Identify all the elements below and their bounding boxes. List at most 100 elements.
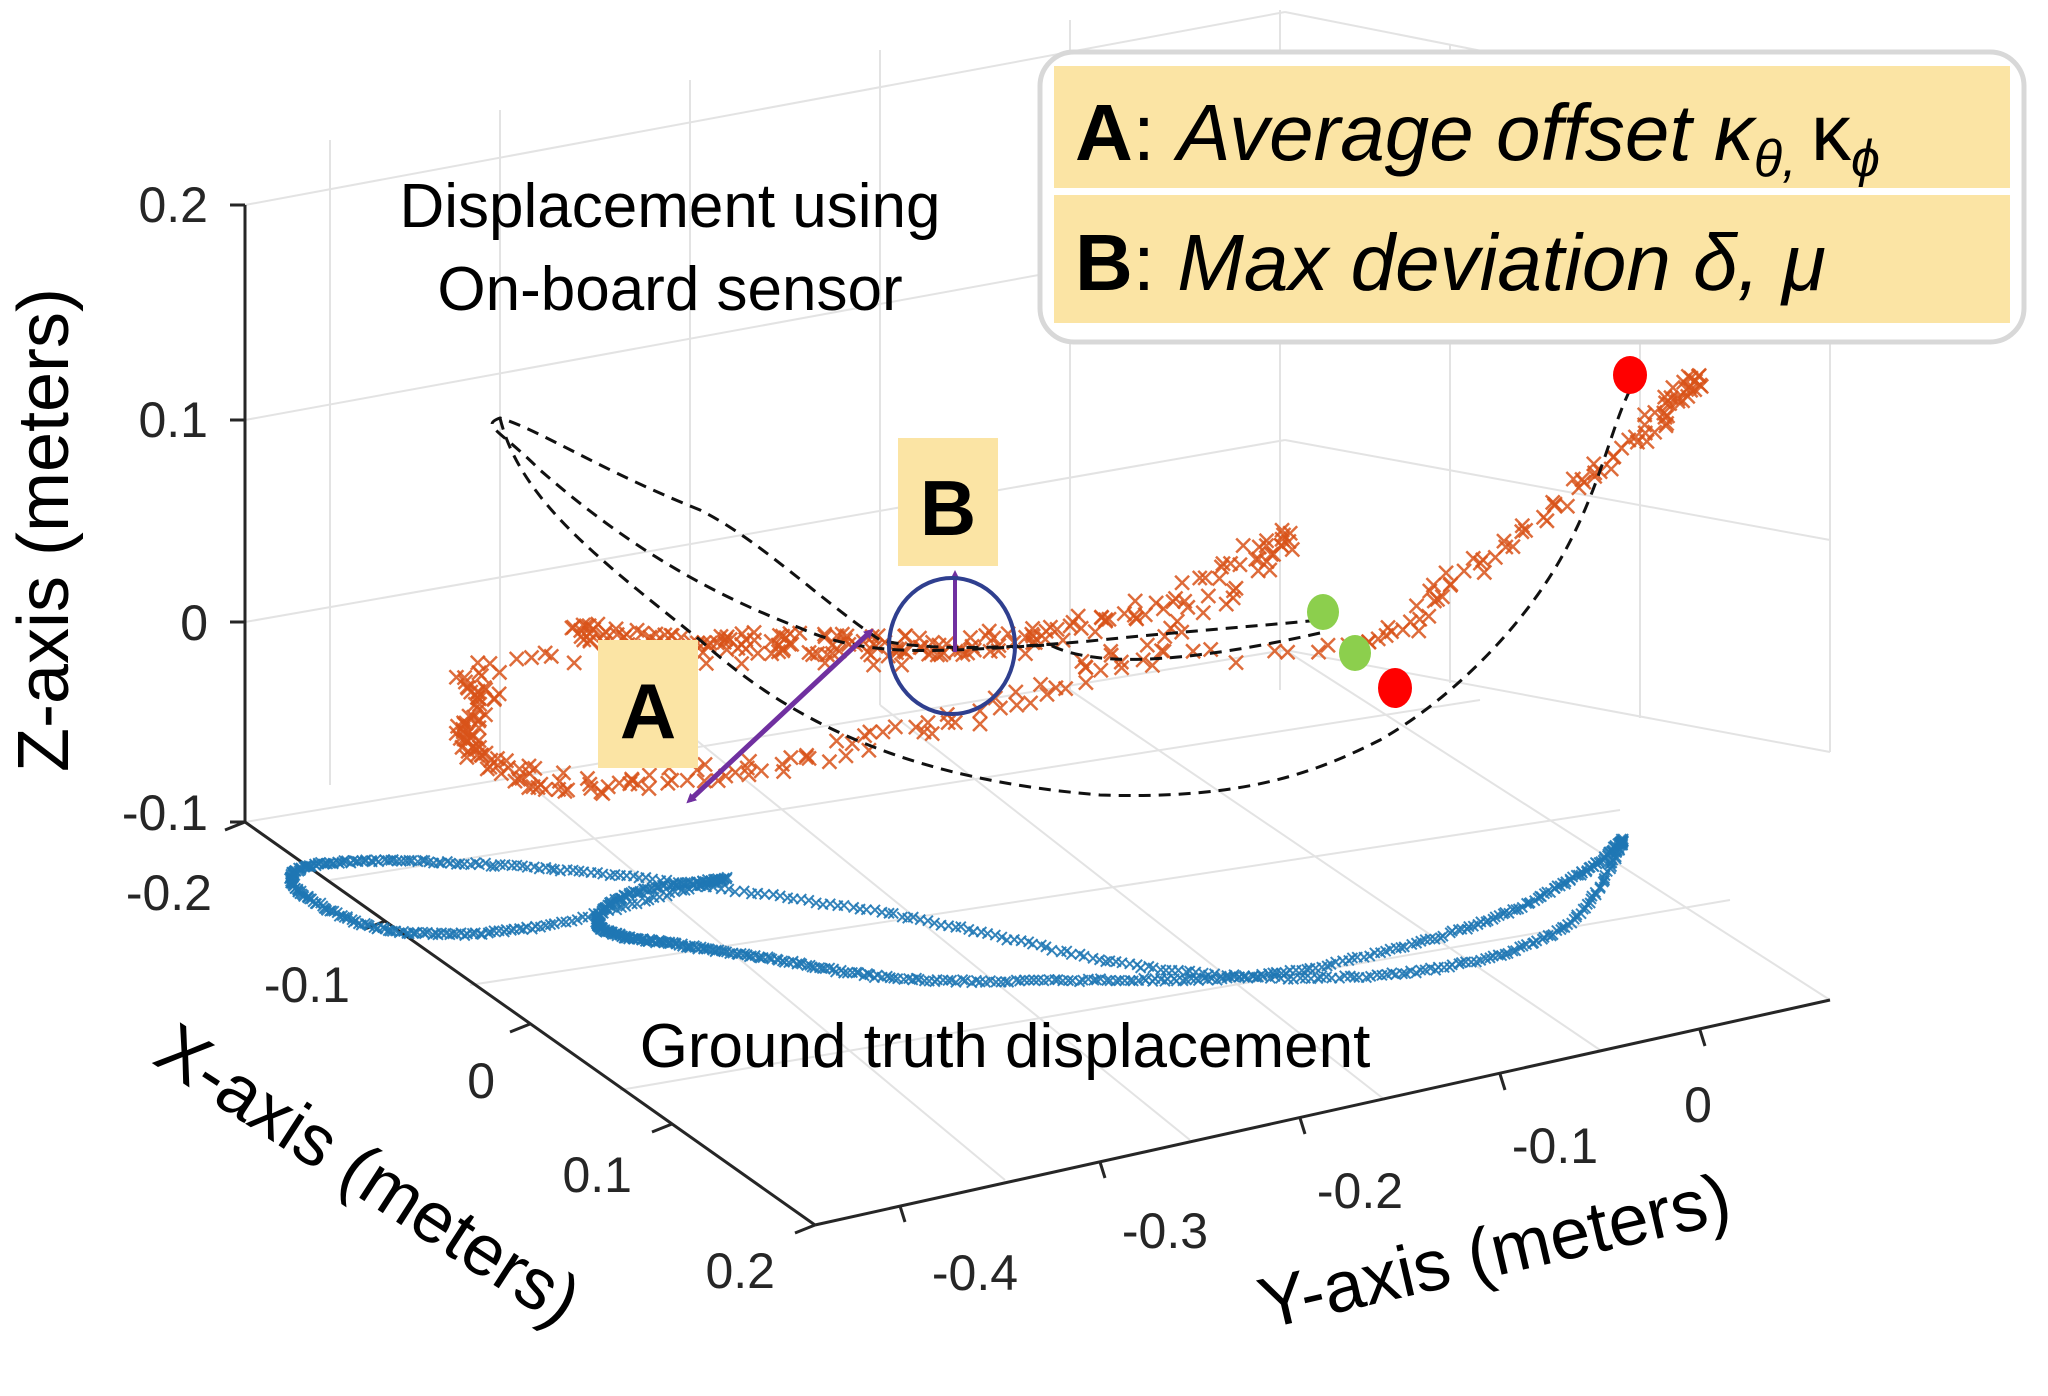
onboard-point: [465, 709, 482, 726]
ground-truth-point: [626, 898, 638, 910]
ground-truth-point: [1018, 974, 1031, 986]
ground-truth-point: [1604, 857, 1617, 870]
onboard-point: [887, 718, 904, 735]
series-layer: [283, 367, 1710, 989]
onboard-point: [1017, 645, 1034, 662]
ground-truth-point: [1597, 876, 1609, 888]
onboard-point: [469, 747, 486, 763]
end-marker-top: [1613, 356, 1647, 394]
ground-truth-point: [1400, 967, 1412, 980]
ground-truth-point: [1110, 975, 1122, 987]
ground-truth-point: [937, 974, 949, 986]
onboard-point: [523, 649, 540, 666]
tick-marks: [224, 203, 1707, 1235]
ground-truth-point: [544, 918, 557, 931]
onboard-point: [470, 701, 487, 718]
onboard-point: [1173, 624, 1190, 640]
ground-truth-point: [888, 972, 900, 984]
ground-truth-point: [505, 924, 517, 937]
onboard-point: [465, 728, 482, 744]
ground-truth-point: [1062, 974, 1075, 987]
onboard-point: [526, 760, 543, 777]
onboard-point: [1251, 539, 1268, 555]
ground-truth-point: [810, 897, 822, 909]
ground-truth-point: [1299, 972, 1312, 984]
onboard-point: [865, 657, 882, 673]
onboard-point: [1646, 424, 1663, 441]
axes-lines: [243, 205, 1831, 1227]
x-tick-label: 0.1: [562, 1147, 632, 1203]
ground-truth-point: [488, 860, 501, 873]
ground-truth-point: [1177, 975, 1189, 987]
onboard-point: [1496, 533, 1512, 549]
ground-truth-point: [876, 906, 888, 918]
onboard-point: [907, 719, 924, 735]
ground-truth-point: [999, 975, 1012, 988]
y-tick-label: -0.2: [1317, 1163, 1403, 1219]
ground-truth-point: [639, 895, 652, 907]
onboard-point: [992, 700, 1009, 716]
y-tick-label: -0.4: [932, 1245, 1018, 1301]
ground-truth-point: [592, 907, 605, 920]
z-tick-label: -0.1: [122, 785, 208, 841]
ground-truth-label: Ground truth displacement: [640, 1012, 1371, 1081]
onboard-point: [1546, 497, 1563, 514]
box-A: A: [598, 640, 698, 768]
ground-truth-point: [444, 857, 457, 869]
x-tick-label: 0.2: [705, 1243, 775, 1299]
ground-truth-point: [310, 897, 323, 910]
onboard-point: [491, 664, 508, 681]
ground-truth-point: [548, 863, 561, 876]
onboard-point: [1692, 377, 1708, 394]
onboard-point: [1144, 657, 1161, 674]
onboard-point: [1513, 523, 1530, 540]
ground-truth-point: [745, 888, 758, 900]
start-marker-onboard: [1307, 594, 1339, 630]
onboard-point: [481, 759, 498, 775]
onboard-point: [697, 756, 713, 773]
ground-truth-point: [1074, 948, 1086, 960]
onboard-point: [1007, 684, 1024, 700]
ground-truth-point: [963, 923, 975, 936]
onboard-point: [749, 645, 766, 662]
ground-truth-point: [1090, 974, 1103, 986]
x-tick-label: -0.1: [264, 957, 350, 1013]
onboard-point: [579, 770, 596, 787]
onboard-point: [1627, 429, 1644, 445]
onboard-point: [543, 648, 560, 665]
onboard-point: [1474, 551, 1491, 568]
onboard-point: [1022, 695, 1039, 711]
ground-truth-point: [588, 907, 600, 920]
onboard-point: [508, 651, 525, 667]
ground-truth-point: [935, 919, 947, 931]
ground-truth-point: [990, 976, 1002, 988]
onboard-fit-curve-2: [498, 389, 1632, 798]
onboard-point: [594, 785, 611, 802]
z-tick-label: 0.1: [138, 392, 208, 448]
x-axis-title: X-axis (meters): [142, 1008, 595, 1341]
onboard-point: [1102, 643, 1119, 660]
ground-truth-point: [488, 925, 500, 937]
ground-truth-point: [910, 972, 923, 984]
legend-B-sep: :: [1133, 218, 1177, 307]
ground-truth-point: [887, 907, 899, 920]
ground-truth-point: [1510, 903, 1522, 916]
ground-truth-point: [336, 856, 348, 868]
ground-truth-point: [1499, 906, 1511, 919]
onboard-point: [623, 771, 640, 788]
legend-B-key: B: [1075, 218, 1133, 307]
onboard-point: [611, 775, 628, 791]
legend-row-B-bg: [1054, 195, 2010, 323]
onboard-point: [856, 727, 873, 744]
legend-row-B: B: Max deviation δ, μ: [1075, 218, 1826, 307]
ground-truth-point: [1101, 974, 1113, 987]
ground-truth-point: [1509, 944, 1522, 957]
onboard-point: [1049, 621, 1065, 638]
ground-truth-point: [1459, 956, 1472, 968]
ground-truth-point: [1087, 952, 1099, 965]
ground-truth-point: [582, 911, 594, 923]
onboard-point: [1074, 653, 1090, 670]
onboard-point: [1456, 563, 1472, 579]
ground-truth-point: [959, 974, 972, 987]
